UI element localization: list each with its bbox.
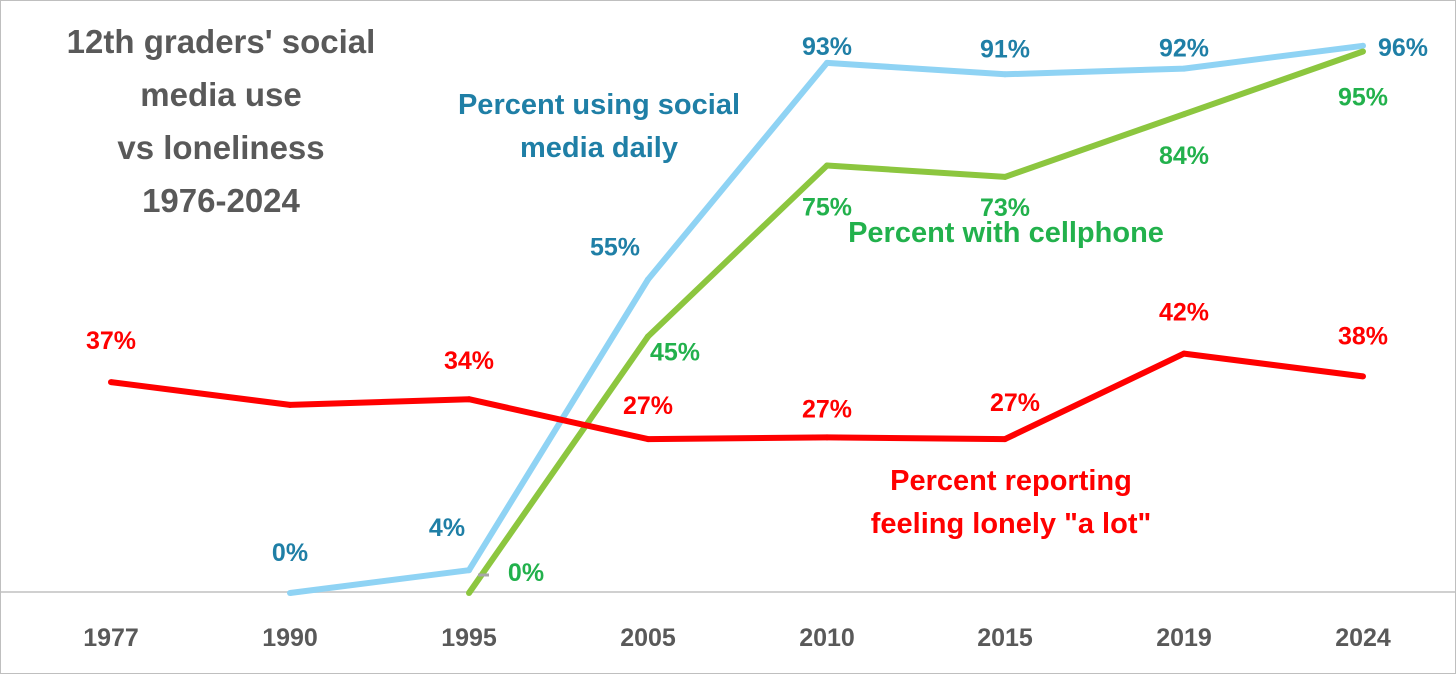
data-point-lonely-1990 bbox=[287, 401, 293, 408]
data-point-lonely-2024 bbox=[1360, 373, 1366, 380]
data-point-cellphone-2019 bbox=[1181, 111, 1187, 118]
data-point-lonely-1977 bbox=[108, 379, 114, 386]
data-label-lonely-1977: 37% bbox=[86, 327, 136, 355]
data-point-cellphone-2024 bbox=[1360, 48, 1366, 55]
series-label-social-media: Percent using social media daily bbox=[419, 84, 779, 170]
x-tick-label-1977: 1977 bbox=[83, 624, 139, 652]
chart-title-line-3: vs loneliness bbox=[117, 129, 325, 166]
data-point-cellphone-2005 bbox=[645, 333, 651, 340]
series-label-cellphone-line-1: Percent with cellphone bbox=[848, 217, 1164, 249]
data-point-lonely-1995 bbox=[466, 396, 472, 403]
data-point-cellphone-2010 bbox=[824, 162, 830, 169]
x-tick-label-1995: 1995 bbox=[441, 624, 497, 652]
x-tick-label-1990: 1990 bbox=[262, 624, 318, 652]
data-point-social-2015 bbox=[1002, 71, 1008, 78]
data-label-lonely-2024: 38% bbox=[1338, 322, 1388, 350]
chart-title-line-4: 1976-2024 bbox=[142, 182, 300, 219]
data-point-lonely-2005 bbox=[645, 436, 651, 443]
data-label-social-2015: 91% bbox=[980, 35, 1030, 63]
chart-title-line-2: media use bbox=[140, 76, 302, 113]
data-label-cellphone-2019: 84% bbox=[1159, 142, 1209, 170]
data-label-social-1990: 0% bbox=[272, 539, 308, 567]
data-point-social-2024 bbox=[1360, 42, 1366, 49]
data-label-cellphone-2015: 73% bbox=[980, 194, 1030, 222]
series-line-cellphone bbox=[466, 48, 1364, 595]
data-point-social-1990 bbox=[287, 590, 293, 596]
data-label-lonely-2015: 27% bbox=[990, 389, 1040, 417]
series-line-lonely bbox=[110, 350, 1364, 443]
x-tick-label-2010: 2010 bbox=[799, 624, 855, 652]
series-label-loneliness-line-2: feeling lonely "a lot" bbox=[870, 508, 1152, 540]
data-label-lonely-2010: 27% bbox=[802, 395, 852, 423]
data-label-cellphone-2024: 95% bbox=[1338, 84, 1388, 112]
data-label-cellphone-2010: 75% bbox=[802, 194, 852, 222]
data-point-lonely-2019 bbox=[1181, 350, 1187, 357]
data-label-social-2019: 92% bbox=[1159, 35, 1209, 63]
series-label-loneliness: Percent reporting feeling lonely "a lot" bbox=[821, 460, 1201, 546]
data-label-lonely-2005: 27% bbox=[623, 392, 673, 420]
data-point-lonely-2015 bbox=[1002, 436, 1008, 443]
data-label-social-2005: 55% bbox=[590, 234, 640, 262]
x-tick-label-2015: 2015 bbox=[977, 624, 1033, 652]
data-point-social-2010 bbox=[824, 59, 830, 66]
data-label-lonely-2019: 42% bbox=[1159, 299, 1209, 327]
series-label-loneliness-line-1: Percent reporting bbox=[890, 465, 1132, 497]
data-label-social-2024: 96% bbox=[1378, 34, 1428, 62]
data-point-cellphone-2015 bbox=[1002, 173, 1008, 180]
x-tick-label-2019: 2019 bbox=[1156, 624, 1212, 652]
data-label-social-1995: 4% bbox=[429, 514, 465, 542]
chart-title: 12th graders' social media use vs loneli… bbox=[41, 15, 401, 227]
data-label-cellphone-1995: 0% bbox=[508, 559, 544, 587]
x-tick-label-2024: 2024 bbox=[1335, 624, 1391, 652]
series-label-social-media-line-2: media daily bbox=[520, 132, 678, 164]
data-point-cellphone-1995 bbox=[466, 590, 472, 596]
x-tick-label-2005: 2005 bbox=[620, 624, 676, 652]
data-label-cellphone-2005: 45% bbox=[650, 339, 700, 367]
data-point-lonely-2010 bbox=[824, 434, 830, 441]
series-label-cellphone: Percent with cellphone bbox=[796, 212, 1216, 255]
data-point-social-2005 bbox=[645, 276, 651, 283]
series-label-social-media-line-1: Percent using social bbox=[457, 89, 741, 121]
data-point-social-1995 bbox=[466, 567, 472, 574]
chart-title-line-1: 12th graders' social bbox=[66, 23, 376, 60]
data-label-social-2010: 93% bbox=[802, 33, 852, 61]
data-label-lonely-1995: 34% bbox=[444, 347, 494, 375]
data-point-social-2019 bbox=[1181, 65, 1187, 72]
